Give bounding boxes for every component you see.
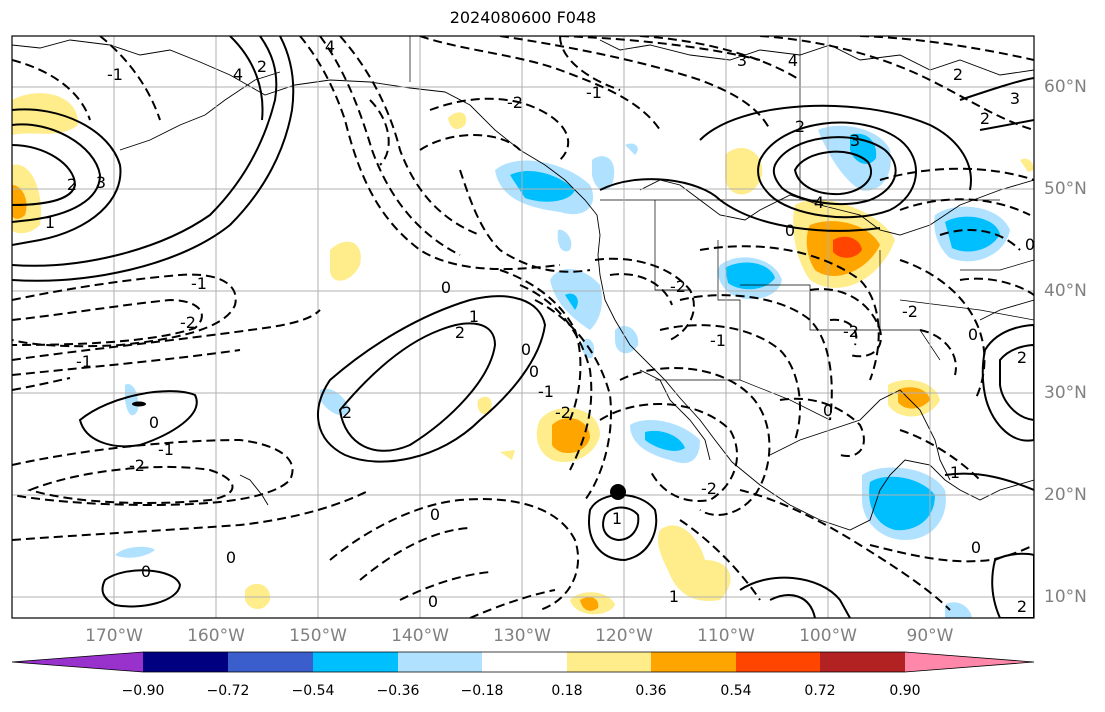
contour-label: 3 (850, 131, 860, 150)
colorbar-swatch (228, 652, 313, 672)
contour-label: 2 (342, 403, 352, 422)
colorbar-outline (11, 651, 1035, 673)
colorbar-tick-label: −0.72 (206, 683, 250, 699)
negative-contours (12, 36, 1034, 618)
contour-label: 0 (529, 362, 539, 381)
contour-label: 0 (441, 278, 451, 297)
contour-label: 2 (1017, 348, 1027, 367)
colorbar-swatch (398, 652, 482, 672)
map-frame (11, 35, 1035, 619)
contour-label: 2 (1017, 597, 1027, 616)
contour-label: -2 (507, 93, 523, 112)
contour-label: 4 (325, 37, 335, 56)
contour-label: -2 (843, 322, 859, 341)
contour-label: 2 (980, 109, 990, 128)
colorbar-min-arrow (12, 652, 143, 672)
contour-label: 2 (67, 175, 77, 194)
lat-label-50n: 50°N (1044, 179, 1087, 199)
colorbar-swatch (736, 652, 820, 672)
map-title: 2024080600 F048 (449, 8, 597, 27)
contour-label: 0 (785, 221, 795, 240)
colorbar-tick-label: 0.18 (551, 683, 583, 699)
contour-label: 0 (1025, 235, 1035, 254)
lat-label-20n: 20°N (1044, 485, 1087, 505)
contour-label: 0 (141, 562, 151, 581)
contour-label: 4 (814, 193, 824, 212)
lon-label-120w: 120°W (595, 626, 653, 646)
contour-label: -1 (158, 440, 174, 459)
lat-label-40n: 40°N (1044, 281, 1087, 301)
colorbar-tick-label: −0.90 (121, 683, 165, 699)
contour-labels: -1 -2 -1 0 -1 -2 0 0 0 0 2 2 1 0 0 0 -1 … (45, 37, 1035, 616)
lat-label-10n: 10°N (1044, 587, 1087, 607)
contour-label: -1 (76, 352, 92, 371)
contour-label: 0 (430, 505, 440, 524)
colorbar (11, 651, 1035, 673)
lat-label-30n: 30°N (1044, 383, 1087, 403)
contour-label: 1 (469, 307, 479, 326)
lon-label-160w: 160°W (187, 626, 245, 646)
lon-label-130w: 130°W (493, 626, 551, 646)
lon-label-90w: 90°W (906, 626, 954, 646)
colorbar-swatch (820, 652, 905, 672)
lon-label-170w: 170°W (85, 626, 143, 646)
colorbar-tick-label: 0.54 (720, 683, 752, 699)
marker-dash (132, 401, 146, 407)
contour-label: 0 (226, 548, 236, 567)
contour-label: 2 (953, 65, 963, 84)
contour-label: 0 (968, 325, 978, 344)
colorbar-swatch (313, 652, 398, 672)
contour-label: -2 (902, 302, 918, 321)
contour-label: 4 (788, 51, 798, 70)
positive-contours (12, 36, 1034, 618)
contour-label: -2 (180, 313, 196, 332)
contour-label: -1 (586, 83, 602, 102)
contour-label: 4 (233, 65, 243, 84)
lon-label-100w: 100°W (799, 626, 857, 646)
contour-label: 2 (455, 323, 465, 342)
contour-label: 2 (795, 117, 805, 136)
contour-label: 0 (521, 340, 531, 359)
colorbar-tick-label: −0.36 (376, 683, 420, 699)
contour-label: -1 (107, 65, 123, 84)
lat-label-60n: 60°N (1044, 77, 1087, 97)
colorbar-swatch (651, 652, 736, 672)
contour-label: 1 (45, 213, 55, 232)
contour-label: 3 (737, 51, 747, 70)
contour-label: -2 (129, 456, 145, 475)
lon-label-140w: 140°W (391, 626, 449, 646)
contour-label: -2 (670, 277, 686, 296)
borders (409, 36, 1034, 421)
colorbar-swatch (143, 652, 228, 672)
contour-label: -1 (191, 274, 207, 293)
colorbar-tick-label: 0.90 (889, 683, 921, 699)
colorbar-max-arrow (905, 652, 1034, 672)
colorbar-tick-label: −0.54 (291, 683, 335, 699)
contour-label: 0 (971, 538, 981, 557)
colorbar-tick-label: −0.18 (460, 683, 504, 699)
contour-label: -2 (701, 479, 717, 498)
colorbar-tick-label: 0.72 (804, 683, 836, 699)
colorbar-swatch (482, 652, 567, 672)
lon-label-110w: 110°W (697, 626, 755, 646)
contour-label: -1 (710, 331, 726, 350)
storm-center-marker (610, 484, 626, 500)
lon-label-150w: 150°W (289, 626, 347, 646)
graticule (12, 36, 1034, 618)
contour-label: 2 (257, 57, 267, 76)
colorbar-tick-label: 0.36 (635, 683, 667, 699)
contour-label: 0 (428, 592, 438, 611)
contour-label: 0 (823, 401, 833, 420)
contour-label: 3 (96, 173, 106, 192)
contour-label: -2 (555, 403, 571, 422)
contour-label: 1 (669, 587, 679, 606)
colorbar-swatch (567, 652, 651, 672)
contour-label: 3 (1010, 89, 1020, 108)
contour-label: 1 (612, 509, 622, 528)
contour-label: 0 (149, 413, 159, 432)
contour-label: -1 (538, 382, 554, 401)
contour-label: 1 (950, 463, 960, 482)
